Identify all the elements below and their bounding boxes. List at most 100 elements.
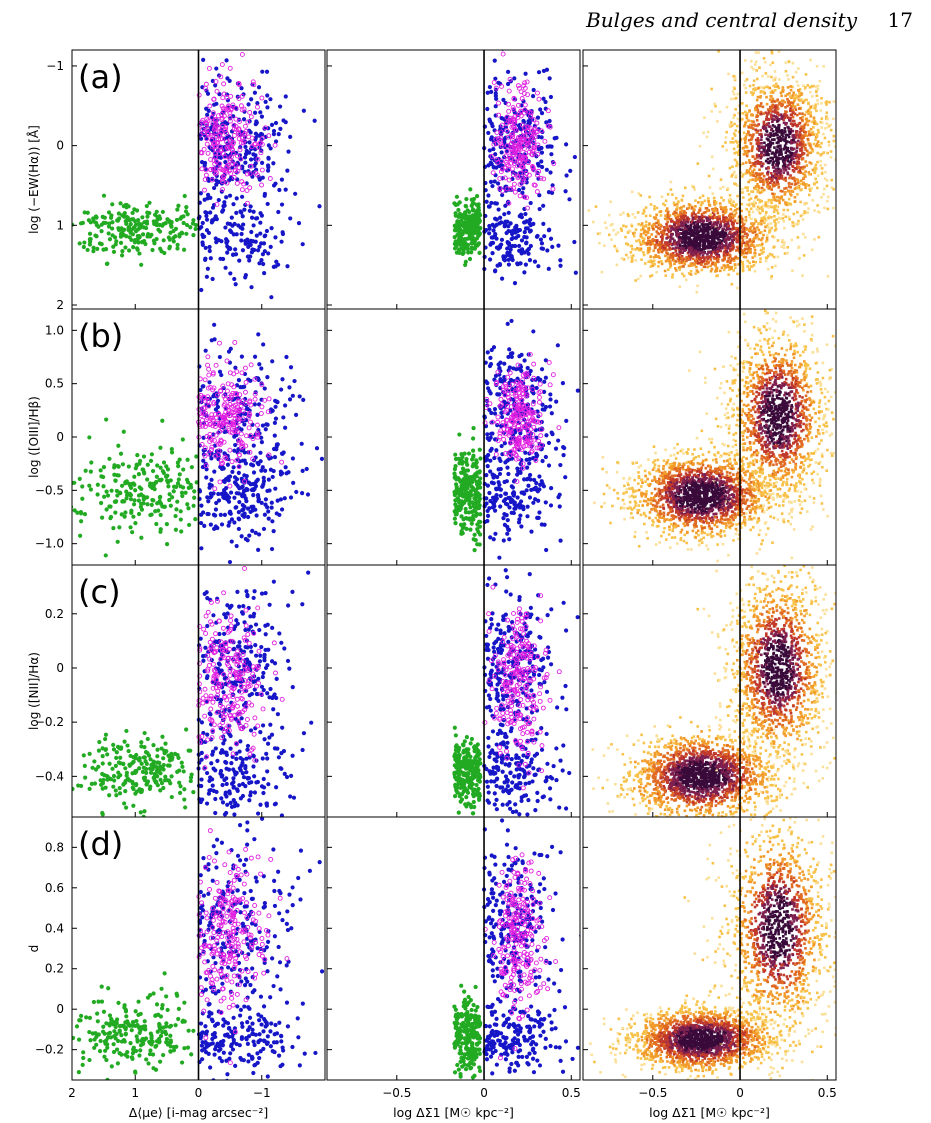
point-magenta: [511, 124, 517, 130]
density-cell: [625, 253, 628, 257]
point-blue: [527, 229, 533, 234]
density-cell: [776, 195, 779, 199]
density-cell: [739, 216, 743, 220]
point-blue: [233, 282, 238, 287]
density-cell: [789, 141, 793, 145]
density-cell: [735, 160, 739, 164]
density-cell: [685, 255, 688, 259]
point-blue: [214, 178, 219, 183]
density-cell: [730, 267, 733, 271]
point-magenta: [238, 156, 244, 162]
density-cell: [729, 121, 733, 124]
point-magenta: [533, 129, 539, 135]
density-cell: [826, 117, 830, 121]
density-cell: [720, 196, 723, 199]
density-cell: [795, 150, 799, 153]
density-cell: [656, 243, 659, 247]
point-magenta: [210, 166, 216, 172]
density-cell: [640, 222, 644, 225]
density-cell: [719, 205, 723, 209]
density-cell: [692, 221, 696, 224]
density-cell: [796, 236, 800, 239]
point-magenta: [535, 142, 541, 148]
density-cell: [774, 115, 777, 118]
density-cell: [752, 91, 755, 95]
point-green: [184, 222, 190, 228]
density-cell: [762, 250, 765, 254]
point-green: [474, 215, 479, 220]
density-cell: [788, 202, 792, 206]
density-cell: [735, 207, 739, 211]
point-magenta: [224, 180, 230, 186]
density-cell: [707, 209, 711, 212]
point-blue: [271, 161, 276, 166]
point-magenta: [263, 125, 268, 131]
density-cell: [732, 259, 736, 262]
density-cell: [795, 153, 799, 157]
density-cell: [694, 272, 697, 275]
point-green: [87, 239, 93, 244]
density-cell: [713, 257, 716, 261]
density-cell: [789, 154, 792, 157]
point-blue: [541, 203, 546, 208]
point-magenta: [215, 140, 221, 146]
density-cell: [660, 238, 664, 242]
point-blue: [523, 71, 528, 76]
density-cell: [795, 144, 799, 147]
density-cell: [782, 139, 786, 142]
density-cell: [653, 205, 656, 208]
point-magenta: [231, 174, 237, 180]
density-cell: [781, 190, 784, 193]
density-cell: [668, 259, 672, 262]
density-cell: [734, 209, 737, 212]
density-cell: [726, 187, 730, 190]
density-cell: [726, 251, 730, 255]
density-cell: [733, 77, 737, 80]
density-cell: [665, 237, 668, 240]
density-cell: [745, 150, 748, 153]
density-cell: [758, 133, 762, 136]
density-cell: [676, 206, 679, 209]
point-blue: [531, 87, 536, 93]
point-blue: [273, 120, 279, 126]
density-cell: [677, 234, 681, 237]
point-green: [135, 233, 140, 239]
density-cell: [760, 252, 764, 255]
density-cell: [796, 193, 799, 196]
density-cell: [742, 231, 745, 234]
density-cell: [735, 240, 738, 243]
density-cell: [768, 135, 772, 139]
point-magenta: [521, 158, 527, 164]
density-cell: [799, 149, 802, 152]
density-cell: [666, 217, 669, 221]
density-cell: [686, 236, 690, 239]
density-cell: [687, 245, 690, 249]
density-cell: [701, 260, 704, 264]
density-cell: [633, 231, 636, 235]
point-blue: [513, 230, 518, 235]
density-cell: [771, 156, 775, 160]
density-cell: [722, 216, 725, 219]
density-cell: [820, 117, 824, 120]
density-cell: [642, 210, 646, 214]
density-cell: [766, 138, 770, 141]
density-cell: [776, 211, 780, 215]
density-cell: [787, 163, 790, 167]
density-cell: [772, 246, 775, 249]
density-cell: [728, 193, 732, 197]
point-magenta: [494, 157, 500, 162]
density-cell: [787, 167, 791, 170]
density-cell: [763, 22, 766, 25]
density-cell: [789, 139, 793, 143]
density-cell: [724, 223, 728, 226]
density-cell: [759, 146, 763, 150]
density-cell: [760, 243, 764, 247]
density-cell: [741, 196, 745, 199]
point-green: [455, 220, 460, 226]
density-cell: [770, 75, 773, 79]
point-green: [463, 262, 468, 268]
density-cell: [767, 206, 771, 209]
density-cell: [674, 254, 678, 257]
density-cell: [737, 104, 741, 107]
point-blue: [234, 196, 239, 201]
